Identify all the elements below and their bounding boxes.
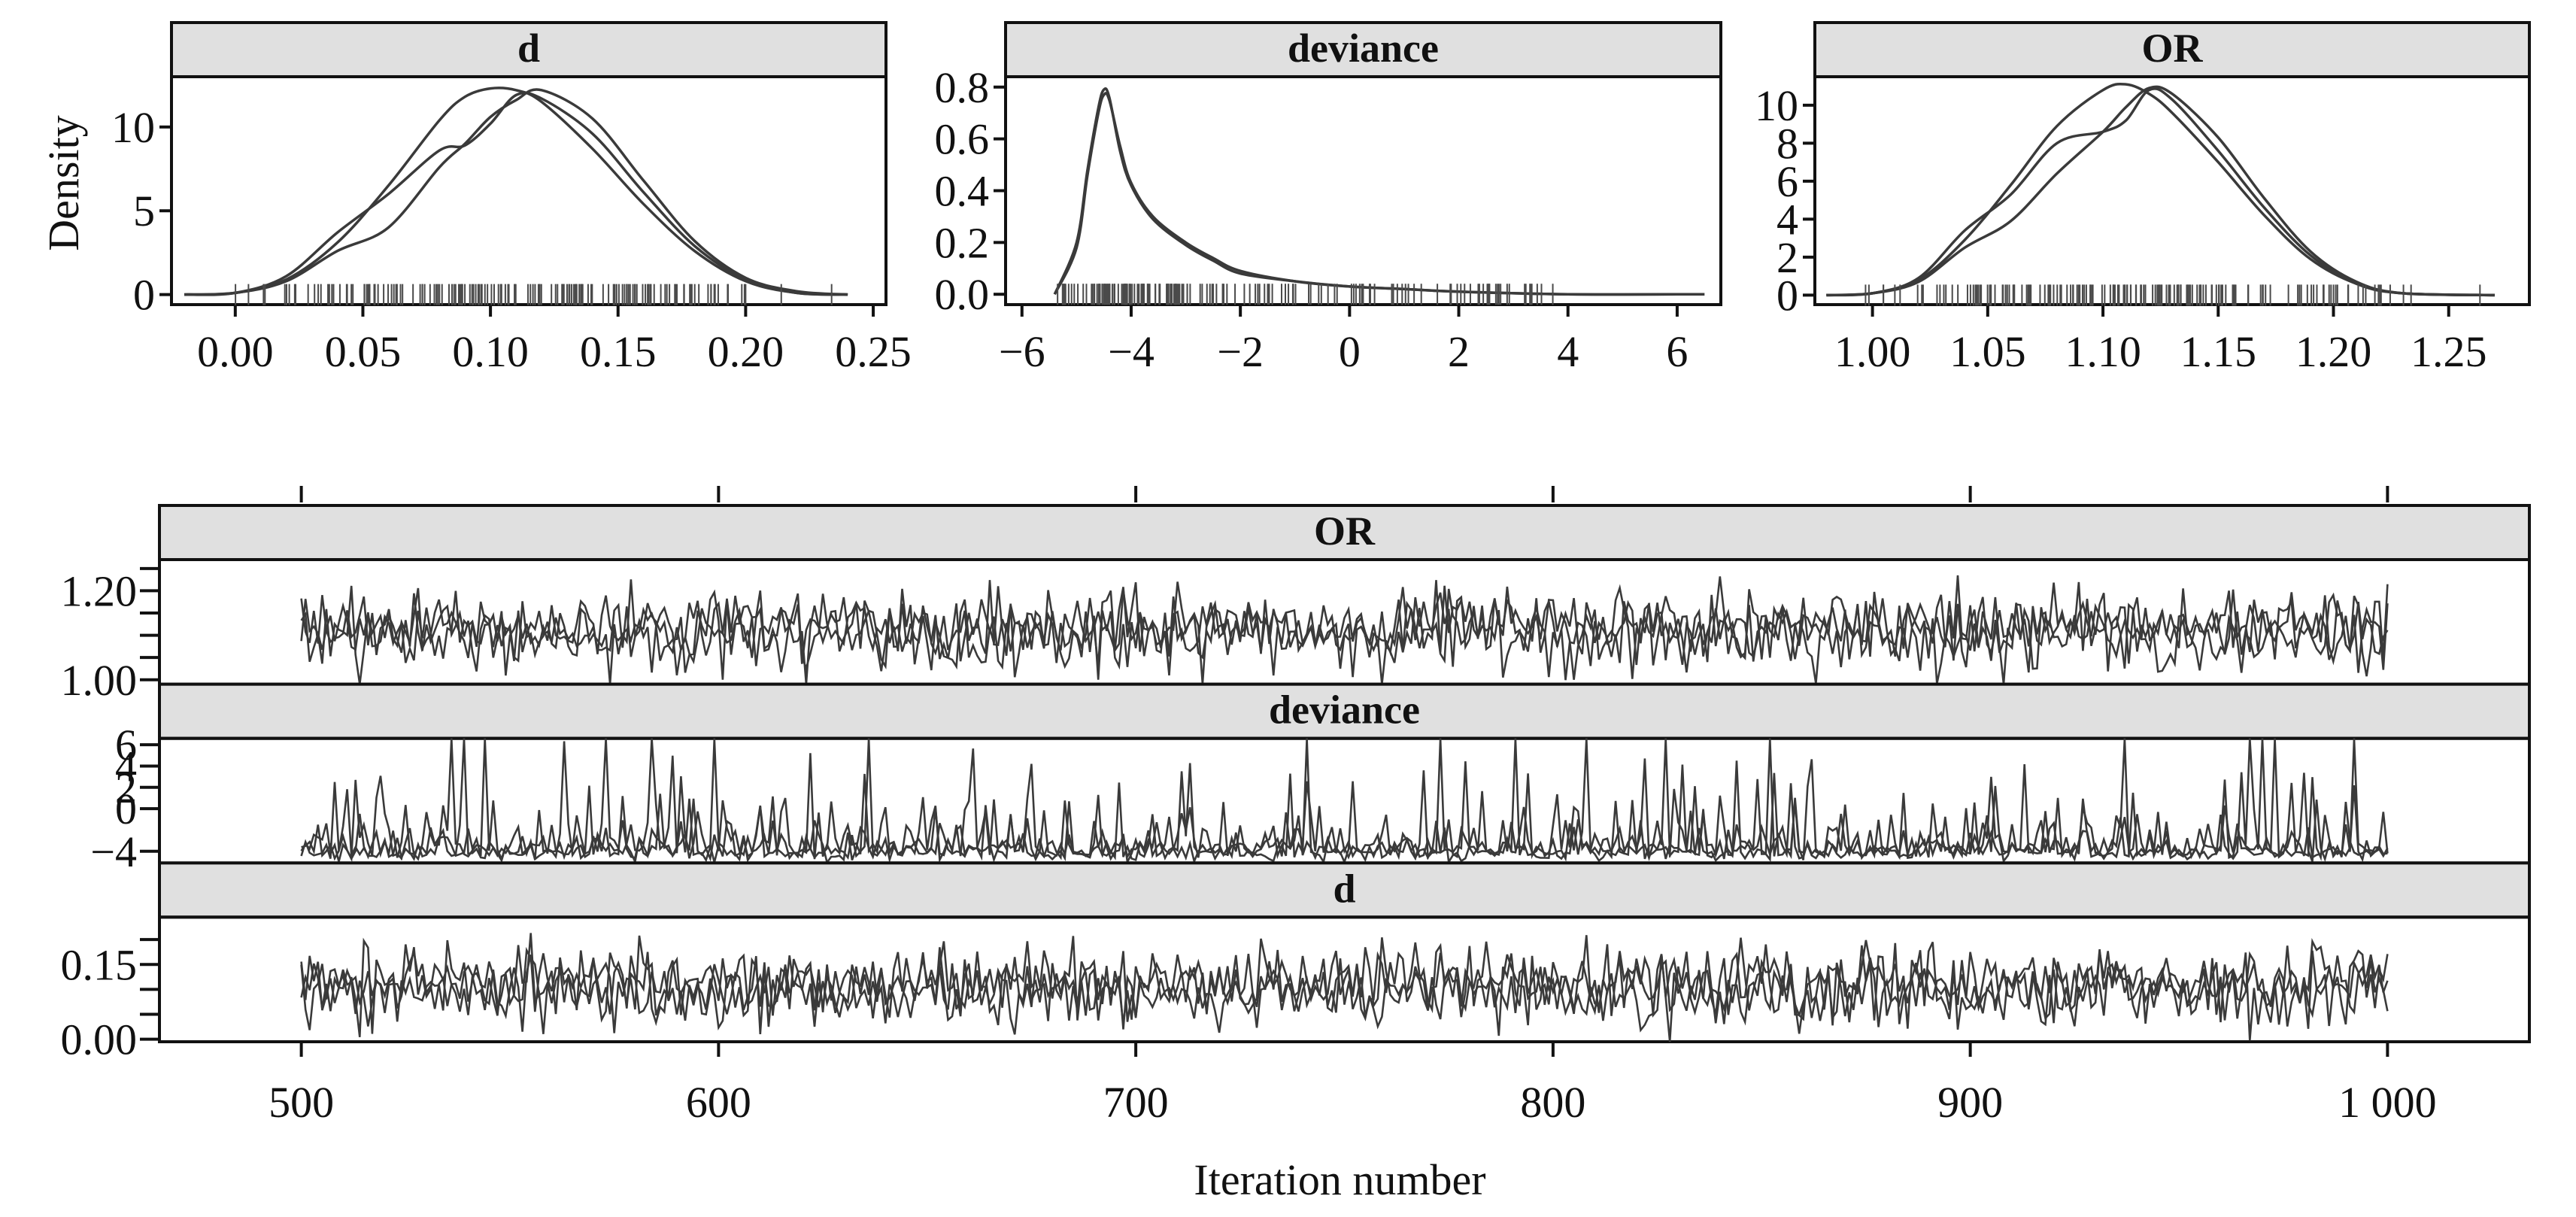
- strip-label: OR: [1314, 508, 1376, 554]
- x-tick-label: 700: [1103, 1078, 1169, 1127]
- rug-marks: [1864, 284, 2481, 306]
- y-tick-label: 0.0: [935, 270, 990, 319]
- y-tick-label: 4: [115, 742, 137, 791]
- density-panel-0: d 0 5 10 0.00 0.05 0.10 0.15 0.20 0.25 Density: [39, 21, 912, 376]
- strip-label: OR: [2142, 26, 2204, 71]
- strip-background: [170, 21, 887, 78]
- density-curve-2: [1826, 87, 2496, 297]
- trace-chain-2: [300, 738, 2389, 865]
- x-tick-label: 0.00: [197, 327, 274, 376]
- trace-facet-0: OR 1.00 1.20: [61, 504, 2531, 705]
- y-axis-label: Density: [39, 115, 88, 250]
- x-tick-label: 0.05: [325, 327, 402, 376]
- y-tick-label: 2: [115, 763, 137, 812]
- y-tick-label: 0: [133, 271, 155, 320]
- x-tick-label: 1.00: [1834, 327, 1911, 376]
- y-tick-label: 10: [111, 103, 155, 152]
- x-tick-label: 0.20: [708, 327, 784, 376]
- y-tick-label: 6: [115, 721, 137, 769]
- x-tick-label: 0.25: [835, 327, 912, 376]
- x-tick-label: −4: [1108, 327, 1154, 376]
- y-tick-label: 0.8: [935, 63, 990, 112]
- y-tick-label: 8: [1776, 119, 1798, 168]
- y-tick-label: 4: [1776, 195, 1798, 244]
- x-tick-label: 1.15: [2180, 327, 2257, 376]
- density-curve-0: [1053, 87, 1705, 296]
- density-curve-2: [184, 91, 848, 296]
- x-tick-label: −6: [999, 327, 1045, 376]
- x-tick-label: 800: [1520, 1078, 1585, 1127]
- x-tick-label: 900: [1937, 1078, 2003, 1127]
- density-curve-1: [1053, 92, 1705, 296]
- y-tick-label: 0.00: [61, 1015, 138, 1064]
- density-panel-1: deviance 0.00.20.40.60.8 −6 −4 −2 0 2 4 6: [935, 21, 1722, 376]
- y-tick-label: 6: [1776, 157, 1798, 206]
- x-tick-label: 2: [1448, 327, 1470, 376]
- y-tick-label: 2: [1776, 233, 1798, 282]
- density-curve-1: [184, 88, 848, 296]
- y-tick-label: 0.4: [935, 167, 990, 216]
- plot-frame: [1813, 75, 2531, 306]
- strip-label: deviance: [1288, 26, 1439, 71]
- x-tick-label: 6: [1666, 327, 1688, 376]
- strip-label: deviance: [1269, 687, 1420, 733]
- x-tick-label: 0.10: [452, 327, 529, 376]
- y-tick-label: 10: [1755, 81, 1798, 130]
- density-curve-0: [184, 86, 848, 296]
- x-axis-label: Iteration number: [1194, 1155, 1485, 1204]
- plot-frame: [158, 736, 2531, 865]
- strip-background: [158, 861, 2531, 919]
- strip-label: d: [1333, 866, 1355, 911]
- strip-label: d: [517, 26, 540, 71]
- strip-background: [1813, 21, 2531, 78]
- x-tick-label: 1.25: [2411, 327, 2487, 376]
- y-tick-label: 0.6: [935, 115, 990, 164]
- trace-chain-0: [300, 738, 2388, 866]
- rug-marks: [1057, 284, 1554, 305]
- y-tick-label: −4: [90, 827, 137, 876]
- y-tick-label: 0: [1776, 271, 1798, 320]
- y-tick-label: 1.00: [61, 656, 138, 705]
- x-tick-label: 1 000: [2338, 1078, 2437, 1127]
- trace-chain-2: [300, 575, 2389, 684]
- plot-frame: [170, 75, 887, 306]
- plot-frame: [158, 915, 2531, 1044]
- y-tick-label: 1.20: [61, 566, 138, 615]
- x-tick-label: 1.20: [2295, 327, 2372, 376]
- density-curve-0: [1826, 82, 2496, 297]
- x-tick-label: 500: [269, 1078, 334, 1127]
- trace-chain-1: [301, 738, 2389, 865]
- x-tick-label: 0: [1339, 327, 1361, 376]
- y-tick-label: 0.15: [61, 940, 138, 989]
- strip-background: [158, 504, 2531, 561]
- x-tick-label: 4: [1557, 327, 1579, 376]
- x-tick-label: 1.10: [2065, 327, 2141, 376]
- y-tick-label: 0.2: [935, 218, 990, 267]
- trace-chain-2: [300, 933, 2389, 1042]
- x-tick-label: 0.15: [580, 327, 657, 376]
- strip-background: [158, 682, 2531, 740]
- trace-facet-2: d 0.00 0.15: [61, 861, 2531, 1064]
- x-tick-label: 1.05: [1949, 327, 2026, 376]
- x-tick-label: −2: [1217, 327, 1264, 376]
- y-tick-label: 5: [133, 187, 155, 235]
- trace-chain-1: [300, 935, 2389, 1034]
- y-tick-label: 0: [115, 785, 137, 833]
- x-tick-label: 600: [686, 1078, 751, 1127]
- rug-marks: [235, 284, 833, 305]
- trace-chain-0: [300, 935, 2389, 1037]
- density-curve-1: [1826, 85, 2496, 297]
